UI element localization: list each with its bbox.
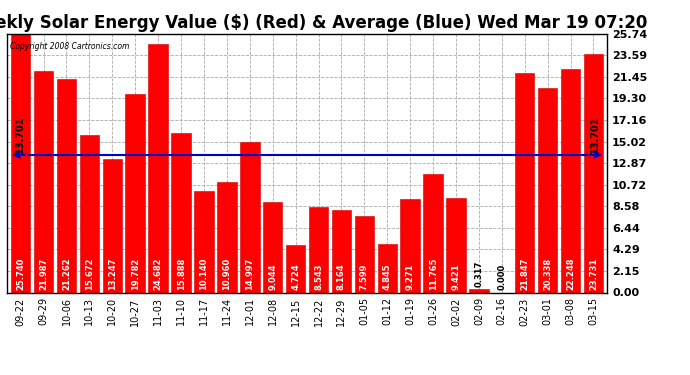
Text: 15.672: 15.672 (85, 258, 94, 291)
Text: 15.888: 15.888 (177, 258, 186, 291)
Text: 9.044: 9.044 (268, 264, 277, 291)
Text: 22.248: 22.248 (566, 258, 575, 291)
Text: 20.338: 20.338 (543, 258, 552, 291)
Bar (217, 182, 237, 292)
Bar (377, 244, 397, 292)
Text: 7.599: 7.599 (359, 264, 369, 291)
Text: 21.262: 21.262 (62, 258, 71, 291)
Bar (57, 79, 76, 292)
Bar (286, 245, 306, 292)
Bar (34, 72, 53, 292)
Bar (469, 290, 489, 292)
Bar (103, 159, 122, 292)
Text: 13.701: 13.701 (589, 115, 600, 153)
Text: 0.000: 0.000 (497, 264, 506, 291)
Bar (171, 133, 190, 292)
Bar (584, 54, 603, 292)
Text: 25.740: 25.740 (16, 258, 25, 291)
Bar (126, 94, 145, 292)
Text: 13.247: 13.247 (108, 258, 117, 291)
Bar (308, 207, 328, 292)
Bar (263, 202, 282, 292)
Text: 8.164: 8.164 (337, 264, 346, 291)
Text: 8.543: 8.543 (314, 264, 323, 291)
Text: 13.701: 13.701 (14, 115, 25, 153)
Text: 4.845: 4.845 (383, 264, 392, 291)
Text: 9.421: 9.421 (451, 264, 460, 291)
Text: 10.140: 10.140 (199, 258, 208, 291)
Bar (446, 198, 466, 292)
Bar (240, 142, 259, 292)
Text: 9.271: 9.271 (406, 264, 415, 291)
Text: 11.765: 11.765 (428, 258, 437, 291)
Text: 19.782: 19.782 (130, 258, 139, 291)
Bar (332, 210, 351, 292)
Bar (538, 88, 558, 292)
Text: 4.724: 4.724 (291, 264, 300, 291)
Bar (79, 135, 99, 292)
Bar (148, 44, 168, 292)
Text: 0.317: 0.317 (475, 261, 484, 287)
Text: 10.960: 10.960 (222, 258, 231, 291)
Bar (515, 73, 535, 292)
Text: 24.682: 24.682 (154, 258, 163, 291)
Text: 14.997: 14.997 (245, 258, 255, 291)
Bar (194, 190, 214, 292)
Bar (400, 199, 420, 292)
Bar (561, 69, 580, 292)
Text: 23.731: 23.731 (589, 258, 598, 291)
Bar (355, 216, 374, 292)
Text: 21.847: 21.847 (520, 258, 529, 291)
Title: Weekly Solar Energy Value ($) (Red) & Average (Blue) Wed Mar 19 07:20: Weekly Solar Energy Value ($) (Red) & Av… (0, 14, 648, 32)
Text: Copyright 2008 Cartronics.com: Copyright 2008 Cartronics.com (10, 42, 129, 51)
Text: 21.987: 21.987 (39, 258, 48, 291)
Bar (11, 34, 30, 292)
Bar (424, 174, 443, 292)
